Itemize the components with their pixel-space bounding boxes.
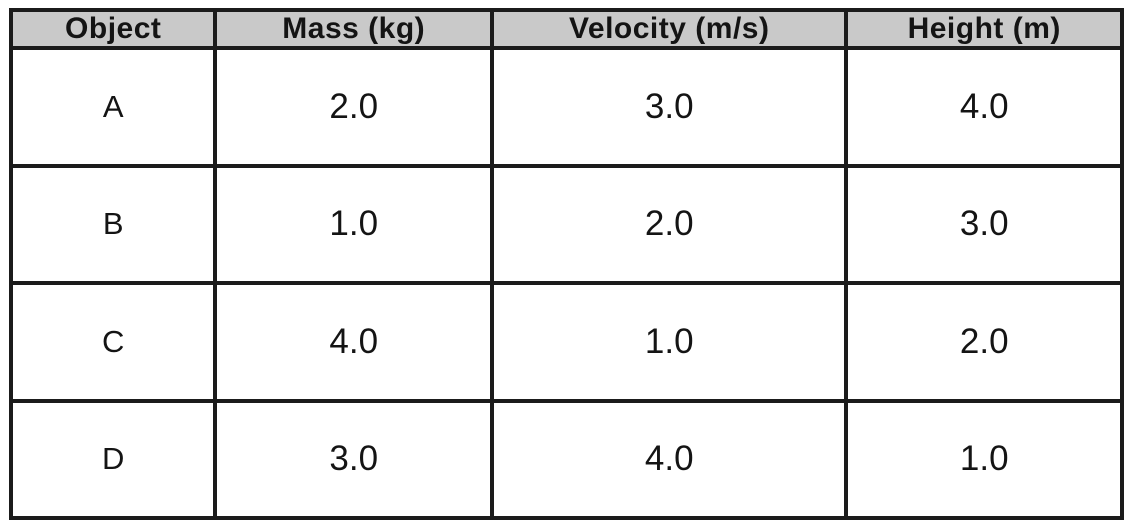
cell-object-d: D	[8, 398, 218, 520]
header-object: Object	[8, 8, 218, 50]
cell-height-a: 4.0	[844, 46, 1124, 168]
table-row: C 4.0 1.0 2.0	[8, 281, 1124, 403]
cell-height-b: 3.0	[844, 163, 1124, 285]
cell-mass-a: 2.0	[213, 46, 495, 168]
physics-data-table: Object Mass (kg) Velocity (m/s) Height (…	[8, 8, 1124, 520]
cell-height-c: 2.0	[844, 281, 1124, 403]
cell-height-d: 1.0	[844, 398, 1124, 520]
table-row: B 1.0 2.0 3.0	[8, 163, 1124, 285]
cell-mass-d: 3.0	[213, 398, 495, 520]
header-row: Object Mass (kg) Velocity (m/s) Height (…	[8, 8, 1124, 50]
header-mass: Mass (kg)	[213, 8, 495, 50]
cell-mass-b: 1.0	[213, 163, 495, 285]
cell-object-b: B	[8, 163, 218, 285]
table-row: D 3.0 4.0 1.0	[8, 398, 1124, 520]
cell-velocity-b: 2.0	[490, 163, 849, 285]
cell-object-c: C	[8, 281, 218, 403]
cell-velocity-d: 4.0	[490, 398, 849, 520]
table-row: A 2.0 3.0 4.0	[8, 46, 1124, 168]
header-height: Height (m)	[844, 8, 1124, 50]
cell-object-a: A	[8, 46, 218, 168]
header-velocity: Velocity (m/s)	[490, 8, 849, 50]
cell-velocity-a: 3.0	[490, 46, 849, 168]
cell-velocity-c: 1.0	[490, 281, 849, 403]
cell-mass-c: 4.0	[213, 281, 495, 403]
